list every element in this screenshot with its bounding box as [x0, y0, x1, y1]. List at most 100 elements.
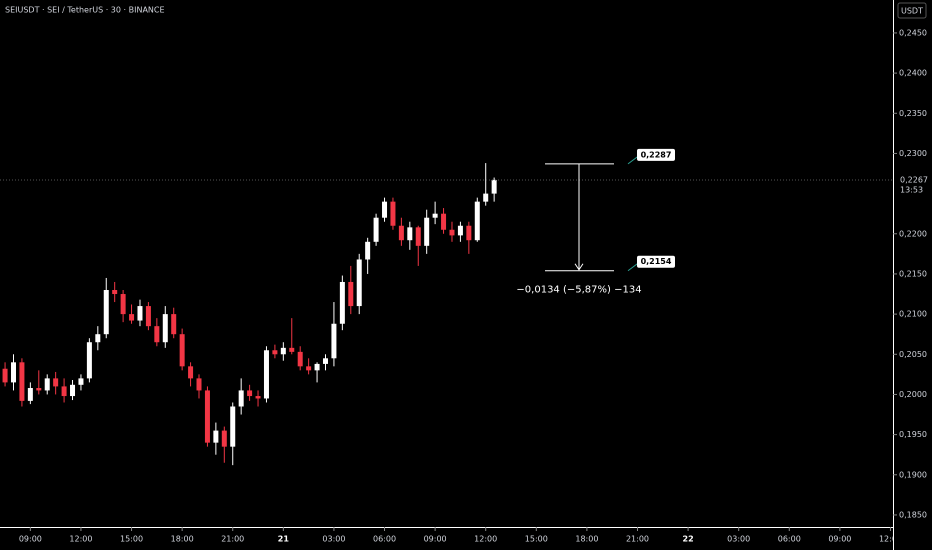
candle-body [171, 314, 177, 335]
y-tick-label: 0,2450 [899, 28, 927, 37]
candle-body [356, 259, 362, 307]
last-price-box [894, 173, 932, 196]
candle-body [145, 306, 151, 327]
x-tick-label: 21:00 [626, 535, 649, 544]
measure-price-box [637, 148, 675, 161]
currency-box [897, 2, 927, 19]
candle-body [44, 378, 50, 391]
x-tick-label: 03:00 [727, 535, 750, 544]
x-tick-label: 18:00 [171, 535, 194, 544]
candle-body [112, 290, 118, 295]
candle-body [213, 430, 219, 443]
candle-body [86, 342, 92, 379]
x-tick-label: 09:00 [19, 535, 42, 544]
candle-body [306, 366, 312, 371]
candle-body [348, 281, 354, 307]
measure-price-label: 0,2287 [641, 150, 672, 159]
candle-body [247, 390, 253, 397]
candle-body [204, 390, 210, 443]
candle-body [339, 281, 345, 324]
y-tick-label: 0,2350 [899, 109, 927, 118]
candle-body [70, 384, 76, 397]
candle-body [238, 390, 244, 407]
countdown-label: 13:53 [900, 185, 923, 194]
y-tick-label: 0,2000 [899, 390, 927, 399]
candle-body [457, 225, 463, 236]
y-tick-label: 0,1950 [899, 430, 927, 439]
candle-body [483, 193, 489, 202]
candle-body [297, 351, 303, 367]
candle-body [179, 334, 185, 367]
chart-title: SEIUSDT · SEI / TetherUS · 30 · BINANCE [5, 6, 165, 15]
candle-body [137, 306, 143, 321]
last-price-label: 0,2267 [900, 175, 928, 184]
measure-price-label: 0,2154 [641, 257, 672, 266]
x-tick-label: 12:00 [69, 535, 92, 544]
y-tick-label: 0,1850 [899, 510, 927, 519]
candle-body [19, 362, 25, 401]
x-tick-label: 21 [278, 535, 290, 544]
candle-body [398, 225, 404, 241]
candle-body [255, 396, 261, 399]
candle-body [154, 326, 160, 343]
candle-body [36, 388, 42, 391]
candle-body [331, 323, 337, 359]
x-tick-label: 09:00 [424, 535, 447, 544]
candle-body [27, 388, 33, 401]
x-tick-label: 21:00 [221, 535, 244, 544]
candle-body [289, 347, 295, 352]
candle-body [322, 358, 328, 364]
candle-body [120, 294, 126, 315]
candle-body [466, 225, 472, 241]
x-tick-label: 15:00 [525, 535, 548, 544]
measure-arrowhead [574, 263, 584, 271]
candle-body [373, 217, 379, 242]
candle-body [407, 227, 413, 241]
candle-body [103, 290, 109, 335]
x-tick-label: 06:00 [373, 535, 396, 544]
candle-body [441, 213, 447, 230]
candle-body [129, 314, 135, 321]
y-tick-label: 0,2200 [899, 229, 927, 238]
y-tick-label: 0,2300 [899, 149, 927, 158]
candle-body [188, 366, 194, 379]
x-tick-label: 15:00 [120, 535, 143, 544]
candle-body [78, 378, 84, 385]
candle-body [221, 430, 227, 447]
candle-body [53, 378, 59, 387]
candle-body [314, 363, 320, 371]
candle-body [61, 386, 67, 397]
x-tick-label: 22 [683, 535, 694, 544]
candle-body [432, 213, 438, 218]
candle-body [491, 179, 497, 194]
candle-body [263, 350, 269, 399]
x-tick-label: 12:00 [879, 535, 902, 544]
candle-body [424, 217, 430, 246]
currency-label: USDT [901, 7, 923, 16]
y-tick-label: 0,2050 [899, 350, 927, 359]
candle-body [365, 241, 371, 260]
measure-text: −0,0134 (−5,87%) −134 [516, 285, 641, 296]
y-tick-label: 0,2400 [899, 69, 927, 78]
x-tick-label: 18:00 [575, 535, 598, 544]
candle-body [95, 334, 101, 343]
y-tick-label: 0,1900 [899, 470, 927, 479]
x-tick-label: 09:00 [828, 535, 851, 544]
measure-price-box [637, 255, 675, 268]
candle-body [230, 406, 236, 447]
candle-body [196, 378, 202, 391]
plot-area: 09:00 12:00 15:00 18:00 21:00 21 03:00 06:00 09:… [0, 148, 902, 544]
candle-body [390, 201, 396, 226]
candle-body [474, 201, 480, 241]
candle-body [272, 350, 278, 355]
candle-body [382, 201, 388, 218]
candle-body [415, 227, 421, 246]
candle-body [2, 368, 8, 383]
x-tick-label: 12:00 [474, 535, 497, 544]
candle-body [162, 314, 168, 343]
candle-body [280, 347, 286, 355]
candle-body [10, 362, 16, 383]
x-tick-label: 03:00 [322, 535, 345, 544]
